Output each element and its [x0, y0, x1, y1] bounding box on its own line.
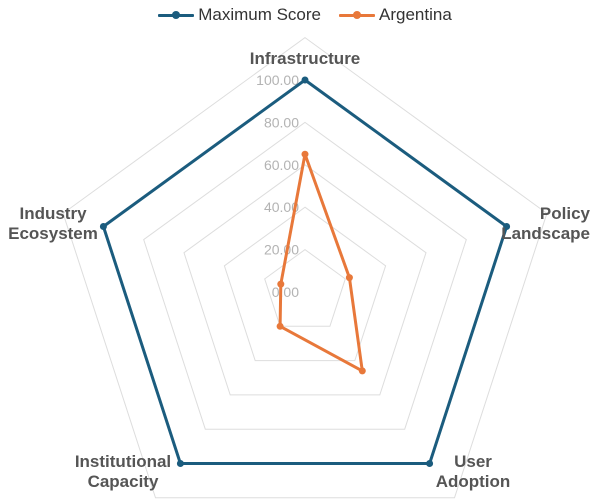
- tick-label: 0.00: [272, 284, 299, 300]
- tick-label: 100.00: [256, 72, 299, 88]
- data-point: [358, 367, 366, 375]
- data-point: [426, 460, 434, 467]
- data-point: [301, 150, 309, 158]
- data-point: [276, 322, 284, 330]
- tick-label: 20.00: [264, 242, 299, 258]
- series-line-argentina: [278, 152, 364, 373]
- tick-label: 80.00: [264, 114, 299, 130]
- grid-ring-0: [264, 248, 346, 327]
- legend-swatch-argentina: [339, 10, 376, 20]
- grid-ring-3: [143, 121, 467, 430]
- series-line-maximum-score: [101, 78, 509, 465]
- axis-label: User Adoption: [436, 452, 511, 491]
- grid-ring-2: [183, 164, 427, 396]
- data-point: [176, 460, 184, 467]
- legend: Maximum Score Argentina: [0, 5, 610, 25]
- tick-label: 60.00: [264, 157, 299, 173]
- data-point: [277, 280, 285, 288]
- axis-label: Policy Landscape: [501, 204, 590, 243]
- grid-ring-5: [62, 36, 548, 499]
- legend-swatch-maximum-score: [158, 10, 195, 20]
- axis-label: Industry Ecosystem: [8, 204, 98, 243]
- axis-label: Infrastructure: [250, 49, 361, 68]
- tick-label: 40.00: [264, 199, 299, 215]
- legend-label-argentina: Argentina: [379, 5, 452, 24]
- legend-label-maximum-score: Maximum Score: [198, 5, 322, 24]
- data-point: [99, 223, 107, 230]
- data-point: [345, 274, 353, 282]
- axis-label: Institutional Capacity: [75, 452, 171, 491]
- data-point: [503, 223, 511, 230]
- legend-item-argentina[interactable]: Argentina: [339, 5, 452, 25]
- data-point: [301, 76, 309, 84]
- legend-item-maximum-score[interactable]: Maximum Score: [158, 5, 321, 25]
- grid-ring-4: [102, 79, 508, 464]
- grid-ring-1: [223, 206, 387, 362]
